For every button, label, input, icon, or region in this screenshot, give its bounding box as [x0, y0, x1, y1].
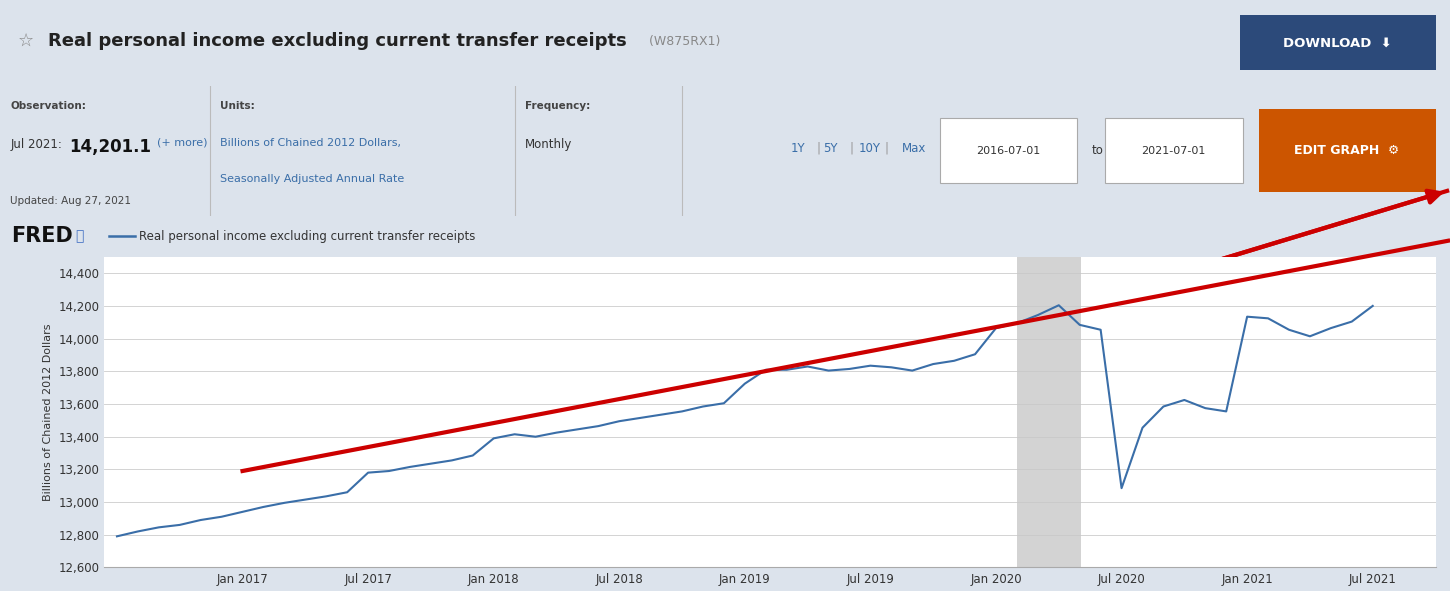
Text: Billions of Chained 2012 Dollars,: Billions of Chained 2012 Dollars,: [220, 138, 402, 148]
Text: |: |: [850, 142, 854, 155]
Text: 2021-07-01: 2021-07-01: [1141, 146, 1206, 155]
Text: ☆: ☆: [17, 32, 33, 50]
Text: 5Y: 5Y: [824, 142, 838, 155]
Text: (+ more): (+ more): [157, 138, 207, 148]
Text: Max: Max: [902, 142, 927, 155]
Text: |: |: [816, 142, 821, 155]
Text: 2016-07-01: 2016-07-01: [976, 146, 1041, 155]
Text: Updated: Aug 27, 2021: Updated: Aug 27, 2021: [10, 196, 130, 206]
Text: 1Y: 1Y: [790, 142, 805, 155]
Text: FRED: FRED: [12, 226, 74, 246]
Text: to: to: [1092, 144, 1103, 157]
Bar: [940, 118, 1077, 183]
Text: Seasonally Adjusted Annual Rate: Seasonally Adjusted Annual Rate: [220, 174, 405, 184]
Bar: [1105, 118, 1243, 183]
Text: 10Y: 10Y: [858, 142, 880, 155]
Bar: [1259, 109, 1436, 192]
Text: Frequency:: Frequency:: [525, 101, 590, 111]
Bar: [1240, 15, 1436, 70]
Text: DOWNLOAD  ⬇: DOWNLOAD ⬇: [1283, 37, 1392, 49]
Y-axis label: Billions of Chained 2012 Dollars: Billions of Chained 2012 Dollars: [44, 323, 54, 501]
Text: EDIT GRAPH  ⚙: EDIT GRAPH ⚙: [1295, 144, 1399, 157]
Text: 📈: 📈: [75, 229, 84, 243]
Text: Observation:: Observation:: [10, 101, 86, 111]
Text: (W875RX1): (W875RX1): [641, 35, 721, 48]
Text: Units:: Units:: [220, 101, 255, 111]
Text: Real personal income excluding current transfer receipts: Real personal income excluding current t…: [48, 32, 626, 50]
Text: Real personal income excluding current transfer receipts: Real personal income excluding current t…: [139, 230, 476, 243]
Text: Monthly: Monthly: [525, 138, 573, 151]
Text: |: |: [884, 142, 889, 155]
Bar: [1016, 257, 1082, 567]
Text: 14,201.1: 14,201.1: [70, 138, 152, 155]
Text: Jul 2021:: Jul 2021:: [10, 138, 70, 151]
